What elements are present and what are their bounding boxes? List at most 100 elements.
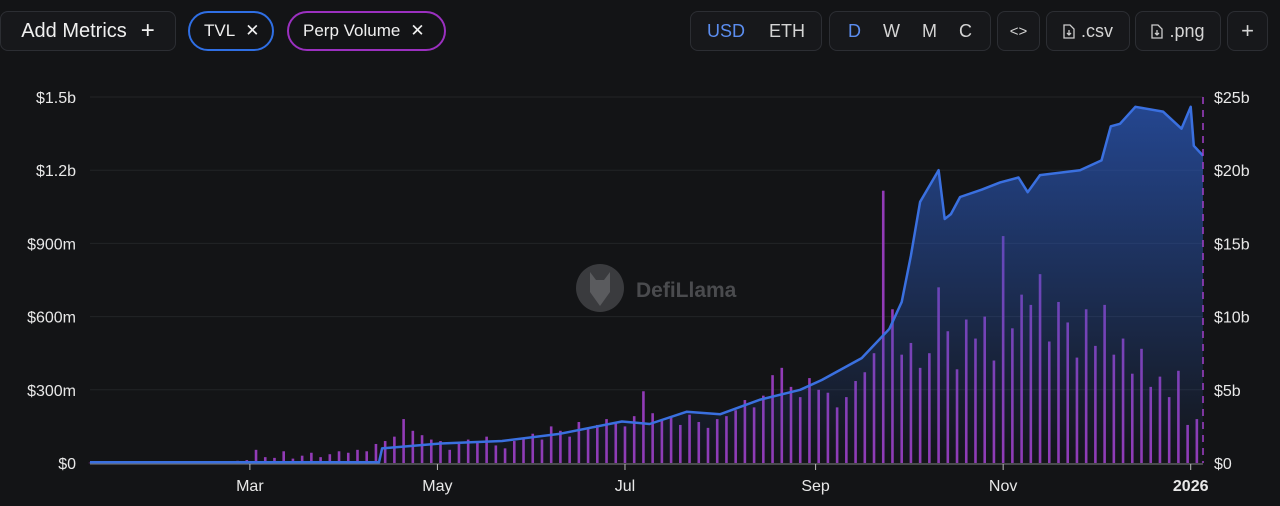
volume-bar — [1094, 345, 1097, 463]
volume-bar — [494, 445, 498, 463]
metric-chip-tvl[interactable]: TVL ✕ — [188, 11, 274, 51]
volume-bar — [402, 419, 405, 463]
volume-bar — [559, 430, 562, 463]
right-tick-label: $10b — [1214, 310, 1250, 327]
volume-bar — [964, 319, 968, 463]
volume-bar — [1177, 370, 1180, 463]
volume-bar — [715, 419, 719, 463]
volume-bar — [1038, 274, 1042, 463]
period-m[interactable]: M — [922, 20, 937, 41]
volume-bar — [393, 436, 396, 463]
left-tick-label: $1.5b — [36, 90, 76, 107]
close-icon[interactable]: ✕ — [245, 21, 260, 40]
volume-bar — [1020, 294, 1023, 463]
volume-bar — [669, 417, 673, 463]
volume-bar — [992, 360, 996, 463]
x-tick-label: Nov — [989, 478, 1017, 495]
volume-bar — [614, 423, 618, 463]
volume-bar — [254, 449, 258, 463]
volume-bar — [549, 426, 553, 463]
volume-bar — [263, 457, 267, 463]
right-tick-label: $20b — [1214, 163, 1250, 180]
volume-bar — [1029, 304, 1033, 463]
volume-bar — [1011, 328, 1014, 463]
right-tick-label: $15b — [1214, 236, 1250, 253]
volume-bar — [1186, 424, 1189, 463]
volume-bar — [706, 427, 710, 463]
tvl-area — [90, 106, 1203, 464]
volume-bar — [1057, 301, 1060, 463]
volume-bar — [725, 416, 728, 463]
x-tick-label: 2026 — [1173, 478, 1209, 495]
volume-bar — [1130, 373, 1134, 463]
period-w[interactable]: W — [883, 20, 900, 41]
right-axis: $0 $5b $10b $15b $20b $25b — [1214, 90, 1250, 473]
volume-bar — [199, 462, 202, 463]
volume-bar — [835, 407, 839, 463]
png-label: .png — [1169, 20, 1205, 41]
currency-eth[interactable]: ETH — [769, 20, 805, 41]
volume-bar — [365, 451, 369, 463]
download-csv-button[interactable]: .csv — [1046, 11, 1130, 51]
add-metrics-label: Add Metrics — [21, 19, 127, 42]
x-tick-label: May — [422, 478, 452, 495]
volume-bar — [596, 424, 599, 463]
volume-bar — [660, 420, 664, 463]
volume-bar — [1158, 376, 1162, 463]
download-png-button[interactable]: .png — [1135, 11, 1221, 51]
volume-bar — [845, 397, 848, 463]
volume-bar — [319, 457, 322, 463]
volume-bar — [190, 462, 193, 463]
currency-usd[interactable]: USD — [706, 20, 745, 41]
volume-bar — [282, 451, 285, 463]
period-c[interactable]: C — [959, 20, 972, 41]
volume-bar — [1121, 338, 1125, 463]
volume-bar — [743, 400, 747, 463]
volume-bar — [457, 443, 461, 463]
volume-bar — [771, 375, 774, 463]
volume-bar — [420, 435, 424, 463]
volume-bar — [485, 436, 488, 463]
volume-bar — [983, 316, 987, 463]
volume-bar — [826, 392, 830, 463]
period-d[interactable]: D — [848, 20, 861, 41]
chip-label: TVL — [204, 21, 236, 40]
volume-bar — [586, 427, 590, 463]
grid — [90, 96, 1203, 465]
watermark-text: DefiLlama — [636, 279, 737, 302]
plus-icon: + — [1241, 18, 1254, 43]
volume-bar — [881, 190, 885, 464]
volume-bar — [955, 369, 959, 463]
volume-bar — [503, 448, 507, 463]
add-metrics-button[interactable]: Add Metrics + — [0, 11, 176, 51]
volume-bar — [798, 397, 802, 463]
volume-bar — [540, 439, 544, 463]
volume-bar — [974, 338, 977, 463]
volume-bar — [568, 436, 571, 463]
volume-bar — [900, 354, 903, 463]
left-tick-label: $900m — [27, 236, 76, 253]
volume-bar — [808, 378, 811, 463]
volume-bar — [854, 381, 857, 463]
volume-bar — [291, 458, 295, 463]
period-toggle: D W M C — [829, 11, 991, 51]
volume-bar — [817, 389, 820, 463]
embed-button[interactable]: <> — [997, 11, 1040, 51]
volume-bar — [236, 460, 239, 463]
left-tick-label: $300m — [27, 383, 76, 400]
volume-bar — [946, 331, 950, 463]
volume-bar — [180, 462, 184, 464]
metric-chip-perp-volume[interactable]: Perp Volume ✕ — [287, 11, 446, 51]
more-options-button[interactable]: + — [1227, 11, 1268, 51]
volume-bar — [300, 455, 304, 463]
volume-bar — [125, 462, 129, 464]
volume-bar — [780, 367, 784, 463]
tvl-line — [90, 105, 1204, 464]
volume-bar — [762, 395, 765, 463]
volume-bar — [1047, 341, 1051, 463]
left-tick-label: $1.2b — [36, 163, 76, 180]
left-tick-label: $0 — [58, 456, 76, 473]
volume-bar — [863, 372, 867, 463]
close-icon[interactable]: ✕ — [410, 21, 425, 40]
